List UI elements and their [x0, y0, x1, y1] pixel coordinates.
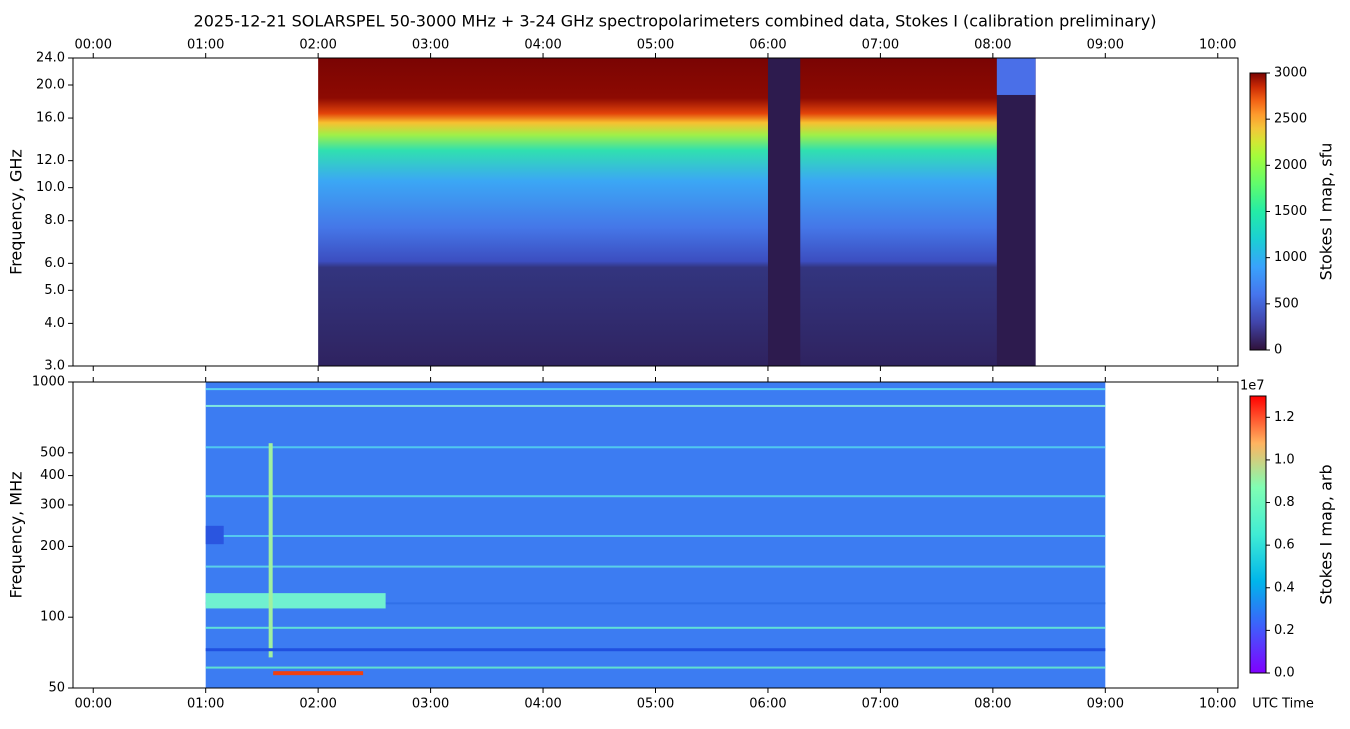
colorbar-tick-label: 2500	[1274, 112, 1307, 127]
y-tick-label: 100	[40, 610, 65, 625]
x-tick-label: 02:00	[299, 38, 336, 53]
band	[205, 593, 386, 609]
y-axis-label: Frequency, GHz	[7, 149, 26, 275]
colorbar-tick-label: 3000	[1274, 66, 1307, 81]
data-gap	[996, 58, 1036, 95]
band	[205, 602, 1106, 605]
x-tick-label: 10:00	[1199, 38, 1236, 53]
x-tick-label: 09:00	[1087, 697, 1124, 712]
band	[205, 565, 1106, 568]
x-tick-label: 06:00	[749, 697, 786, 712]
chart-title: 2025-12-21 SOLARSPEL 50-3000 MHz + 3-24 …	[194, 12, 1157, 31]
x-tick-label: 04:00	[524, 697, 561, 712]
colorbar-label: Stokes I map, sfu	[1317, 143, 1336, 281]
colorbar-offset: 1e7	[1240, 379, 1265, 394]
x-tick-label: 03:00	[412, 38, 449, 53]
x-tick-label: 02:00	[299, 697, 336, 712]
x-tick-label: 00:00	[75, 38, 112, 53]
burst	[268, 443, 273, 658]
x-tick-label: 08:00	[974, 697, 1011, 712]
band	[205, 666, 1106, 669]
y-tick-label: 6.0	[44, 256, 65, 271]
x-tick-label: 10:00	[1199, 697, 1236, 712]
y-tick-label: 20.0	[36, 78, 65, 93]
band	[205, 626, 1106, 629]
colorbar-label: Stokes I map, arb	[1317, 464, 1336, 604]
colorbar-tick-label: 0.2	[1274, 623, 1295, 638]
colorbar-tick-label: 1.2	[1274, 410, 1295, 425]
colorbar-tick-label: 500	[1274, 296, 1299, 311]
colorbar-tick-label: 0.8	[1274, 495, 1295, 510]
x-tick-label: 09:00	[1087, 38, 1124, 53]
colorbar-tick-label: 1000	[1274, 250, 1307, 265]
y-tick-label: 400	[40, 468, 65, 483]
y-tick-label: 10.0	[36, 180, 65, 195]
y-tick-label: 3.0	[44, 359, 65, 374]
y-tick-label: 300	[40, 497, 65, 512]
y-tick-label: 500	[40, 445, 65, 460]
band	[205, 648, 1106, 652]
colorbar-tick-label: 0.4	[1274, 580, 1295, 595]
colorbar-tick-label: 1.0	[1274, 452, 1295, 467]
x-tick-label: 05:00	[637, 38, 674, 53]
colorbar-tick-label: 1500	[1274, 204, 1307, 219]
x-tick-label: 04:00	[524, 38, 561, 53]
y-tick-label: 5.0	[44, 283, 65, 298]
x-axis-label: UTC Time	[1252, 697, 1314, 712]
band	[205, 535, 1106, 537]
y-tick-label: 12.0	[36, 153, 65, 168]
x-tick-label: 01:00	[187, 38, 224, 53]
colorbar-tick-label: 0.0	[1274, 666, 1295, 681]
y-tick-label: 200	[40, 539, 65, 554]
y-tick-label: 16.0	[36, 111, 65, 126]
x-tick-label: 08:00	[974, 38, 1011, 53]
x-tick-label: 01:00	[187, 697, 224, 712]
x-tick-label: 07:00	[862, 697, 899, 712]
y-tick-label: 4.0	[44, 316, 65, 331]
data-gap	[996, 58, 1036, 366]
data-gap	[767, 58, 801, 366]
colorbar-tick-label: 0.6	[1274, 538, 1295, 553]
burst	[273, 671, 364, 676]
y-axis-label: Frequency, MHz	[7, 471, 26, 598]
band	[205, 525, 224, 545]
band	[205, 446, 1106, 449]
x-tick-label: 03:00	[412, 697, 449, 712]
y-tick-label: 50	[48, 681, 65, 696]
y-tick-label: 8.0	[44, 213, 65, 228]
colorbar	[1249, 72, 1267, 351]
spectrogram	[318, 58, 1036, 366]
y-tick-label: 1000	[32, 375, 65, 390]
y-tick-label: 24.0	[36, 51, 65, 66]
x-tick-label: 07:00	[862, 38, 899, 53]
x-tick-label: 05:00	[637, 697, 674, 712]
x-tick-label: 06:00	[749, 38, 786, 53]
band	[205, 495, 1106, 498]
colorbar-tick-label: 0	[1274, 343, 1282, 358]
colorbar	[1249, 395, 1267, 674]
band	[205, 404, 1106, 407]
band	[205, 388, 1106, 391]
x-tick-label: 00:00	[75, 697, 112, 712]
colorbar-tick-label: 2000	[1274, 158, 1307, 173]
